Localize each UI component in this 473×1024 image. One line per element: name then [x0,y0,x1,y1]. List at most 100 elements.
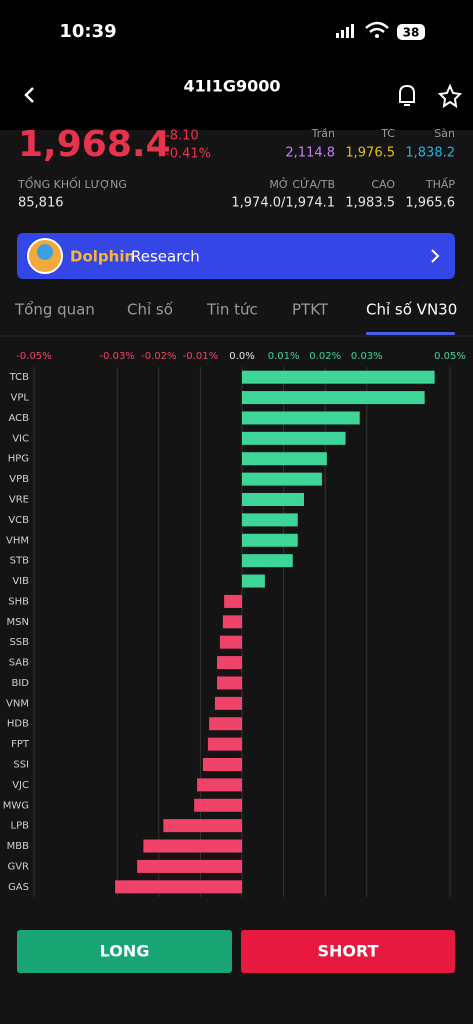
tab[interactable]: PTKT [292,301,329,319]
bar [242,431,346,445]
y-tick-label: LPB [11,821,30,832]
y-tick-label: VPB [9,474,29,485]
wifi-icon [365,21,389,33]
bar [143,839,242,853]
y-tick-label: HDB [7,719,29,730]
high: 1,983.5 [345,196,395,211]
signal-icon [336,24,354,38]
bar [224,594,242,608]
bar [242,513,298,527]
dolphin-avatar-inner [37,244,53,260]
floor-label: Sàn [434,127,455,140]
y-tick-label: MWG [3,800,29,811]
y-tick-label: VRE [9,495,29,506]
chart: -0.05% -0.03% -0.02% -0.01% 0.0% 0.01% 0.02% 0.… [3,351,466,897]
y-tick-label: VHM [6,535,29,546]
bar [137,859,242,873]
y-tick-label: FPT [11,739,30,750]
x-tick-label: -0.02% [141,351,176,362]
y-tick-label: SSI [13,760,29,771]
y-tick-label: SHB [8,596,29,607]
bar [242,554,293,568]
y-tick-label: HPG [8,454,29,465]
price: 1,968.4 [18,124,171,165]
floor: 1,838.2 [405,146,455,161]
x-tick-label: -0.01% [183,351,218,362]
banner-brand: Dolphin [70,248,135,266]
tab[interactable]: Chỉ số [127,301,174,319]
bar [115,880,242,894]
battery-level: 38 [403,26,420,40]
x-tick-label: 0.01% [268,351,300,362]
bar [197,778,242,792]
y-tick-label: SSB [9,637,29,648]
y-tick-label: MSN [7,617,29,628]
ceiling: 2,114.8 [285,146,335,161]
x-tick-label: -0.05% [16,351,51,362]
low-label: THẤP [425,177,456,191]
long-label[interactable]: LONG [100,942,150,961]
ceiling-label: Trần [311,127,335,140]
y-tick-label: GVR [7,861,29,872]
open-label: MỞ CỬA/TB [269,177,335,191]
long-button[interactable] [17,930,232,973]
volume: 85,816 [18,196,64,211]
bar [242,391,425,405]
bar [242,452,327,466]
watchlist-icon[interactable] [437,83,463,109]
volume-label: TỔNG KHỐI LƯỢNG [17,176,127,191]
wifi-dot [375,34,379,38]
short-button[interactable] [241,930,455,973]
y-tick-label: VIC [12,433,29,444]
bar [214,696,242,710]
x-tick-label: 0.03% [351,351,383,362]
header-title: 41I1G9000 [183,77,280,96]
tab-indicator [366,332,455,335]
reference: 1,976.5 [345,146,395,161]
bar [217,676,242,690]
y-tick-label: MBB [7,841,29,852]
y-tick-label: VCB [8,515,29,526]
y-tick-label: VPL [11,393,30,404]
y-tick-label: GAS [8,882,29,893]
banner-arrow [431,249,440,263]
y-tick-label: BID [11,678,29,689]
open: 1,974.0/1,974.1 [231,196,335,211]
high-label: CAO [371,178,395,191]
low: 1,965.6 [405,196,455,211]
y-tick-label: TCB [9,372,30,383]
research-banner[interactable] [17,233,455,279]
bar [207,737,242,751]
bar [194,798,242,812]
short-label[interactable]: SHORT [317,942,378,961]
bar [242,533,298,547]
bar [242,411,360,425]
reference-label: TC [380,127,395,140]
y-tick-label: STB [10,556,29,567]
tab[interactable]: Tin tức [206,301,258,319]
y-tick-label: VJC [12,780,29,791]
x-tick-label: -0.03% [100,351,135,362]
bar [219,635,242,649]
bar [209,717,242,731]
bar [242,472,322,486]
tab-active[interactable]: Chỉ số VN30 [366,301,457,319]
change-pct: -0.41% [165,147,211,162]
bar [217,656,242,670]
header-bg [0,0,473,130]
bar [242,493,304,506]
bar [242,574,265,588]
x-tick-label: 0.02% [309,351,341,362]
bar [242,370,435,384]
tab[interactable]: Tổng quan [14,301,95,319]
change: -8.10 [165,129,199,144]
banner-text: Research [131,248,200,266]
back-button[interactable] [24,87,34,103]
bar [202,758,242,771]
y-tick-label: VNM [6,698,29,709]
bar [222,615,242,629]
x-tick-label: 0.0% [229,351,254,362]
bell-icon[interactable] [399,84,415,106]
